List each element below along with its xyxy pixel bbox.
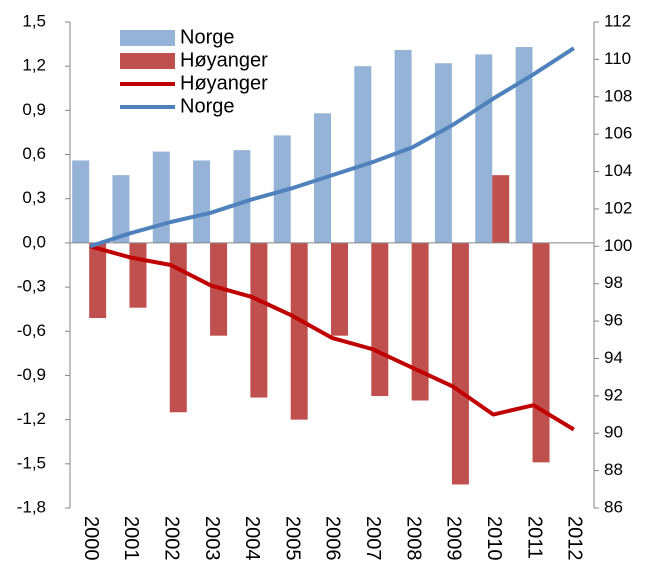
bar — [233, 150, 251, 243]
x-tick-label: 2012 — [564, 516, 586, 561]
y2-tick-label: 104 — [604, 161, 632, 180]
y-tick-label: 1,2 — [22, 56, 46, 75]
y-tick-label: -1,8 — [17, 497, 46, 516]
y2-tick-label: 108 — [604, 86, 632, 105]
bar — [331, 242, 348, 336]
bar — [129, 242, 147, 308]
x-tick-label: 2008 — [402, 516, 424, 561]
bar — [89, 242, 107, 319]
bar — [112, 175, 130, 243]
legend-label: Norge — [180, 95, 234, 117]
y-tick-label: 0,9 — [22, 100, 46, 119]
y-tick-label: 0,3 — [22, 188, 46, 207]
y-tick-label: -0,3 — [17, 277, 46, 296]
y2-tick-label: 90 — [604, 423, 623, 442]
y2-tick-label: 96 — [604, 311, 623, 330]
y2-tick-label: 102 — [604, 198, 632, 217]
x-tick-label: 2007 — [362, 516, 384, 561]
x-tick-label: 2006 — [322, 516, 344, 561]
bar — [411, 242, 429, 401]
y2-tick-label: 94 — [604, 348, 623, 367]
bar — [152, 151, 170, 243]
y2-tick-label: 92 — [604, 385, 623, 404]
legend-label: Høyanger — [180, 49, 268, 71]
x-tick-label: 2009 — [443, 516, 465, 561]
x-tick-label: 2005 — [281, 516, 303, 561]
legend-swatch — [120, 30, 175, 46]
x-tick-label: 2004 — [241, 516, 263, 561]
y2-tick-label: 86 — [604, 497, 623, 516]
y2-tick-label: 100 — [604, 236, 632, 255]
y-tick-label: 0,6 — [22, 144, 46, 163]
x-tick-label: 2002 — [160, 516, 182, 561]
y-tick-label: -0,6 — [17, 321, 46, 340]
y2-tick-label: 106 — [604, 124, 632, 143]
legend-label: Norge — [180, 26, 234, 48]
bar — [193, 160, 211, 243]
y-tick-label: -1,5 — [17, 453, 46, 472]
y2-tick-label: 88 — [604, 460, 623, 479]
bar — [250, 242, 268, 398]
x-tick-label: 2010 — [483, 516, 505, 561]
bar — [434, 63, 452, 243]
bar — [492, 175, 510, 243]
x-tick-label: 2001 — [120, 516, 142, 561]
bar — [290, 242, 308, 420]
x-tick-label: 2003 — [201, 516, 223, 561]
x-tick-label: 2011 — [523, 516, 545, 559]
y2-tick-label: 110 — [604, 49, 631, 68]
bar — [475, 54, 493, 243]
bar — [451, 242, 469, 485]
x-tick-label: 2000 — [80, 516, 102, 561]
bar — [515, 47, 533, 243]
bar — [371, 242, 389, 397]
y2-tick-label: 98 — [604, 273, 623, 292]
bar — [394, 49, 412, 243]
legend-swatch — [120, 53, 175, 69]
bar — [169, 242, 187, 413]
bar — [532, 242, 550, 463]
legend-label: Høyanger — [180, 72, 268, 94]
y2-tick-label: 112 — [604, 11, 631, 30]
line — [89, 244, 575, 432]
y-tick-label: -0,9 — [17, 365, 46, 384]
bar — [72, 160, 90, 243]
y-tick-label: 1,5 — [22, 11, 46, 30]
y-tick-label: -1,2 — [17, 409, 46, 428]
y-tick-label: 0,0 — [22, 232, 46, 251]
bar — [354, 66, 372, 243]
line — [89, 46, 575, 249]
